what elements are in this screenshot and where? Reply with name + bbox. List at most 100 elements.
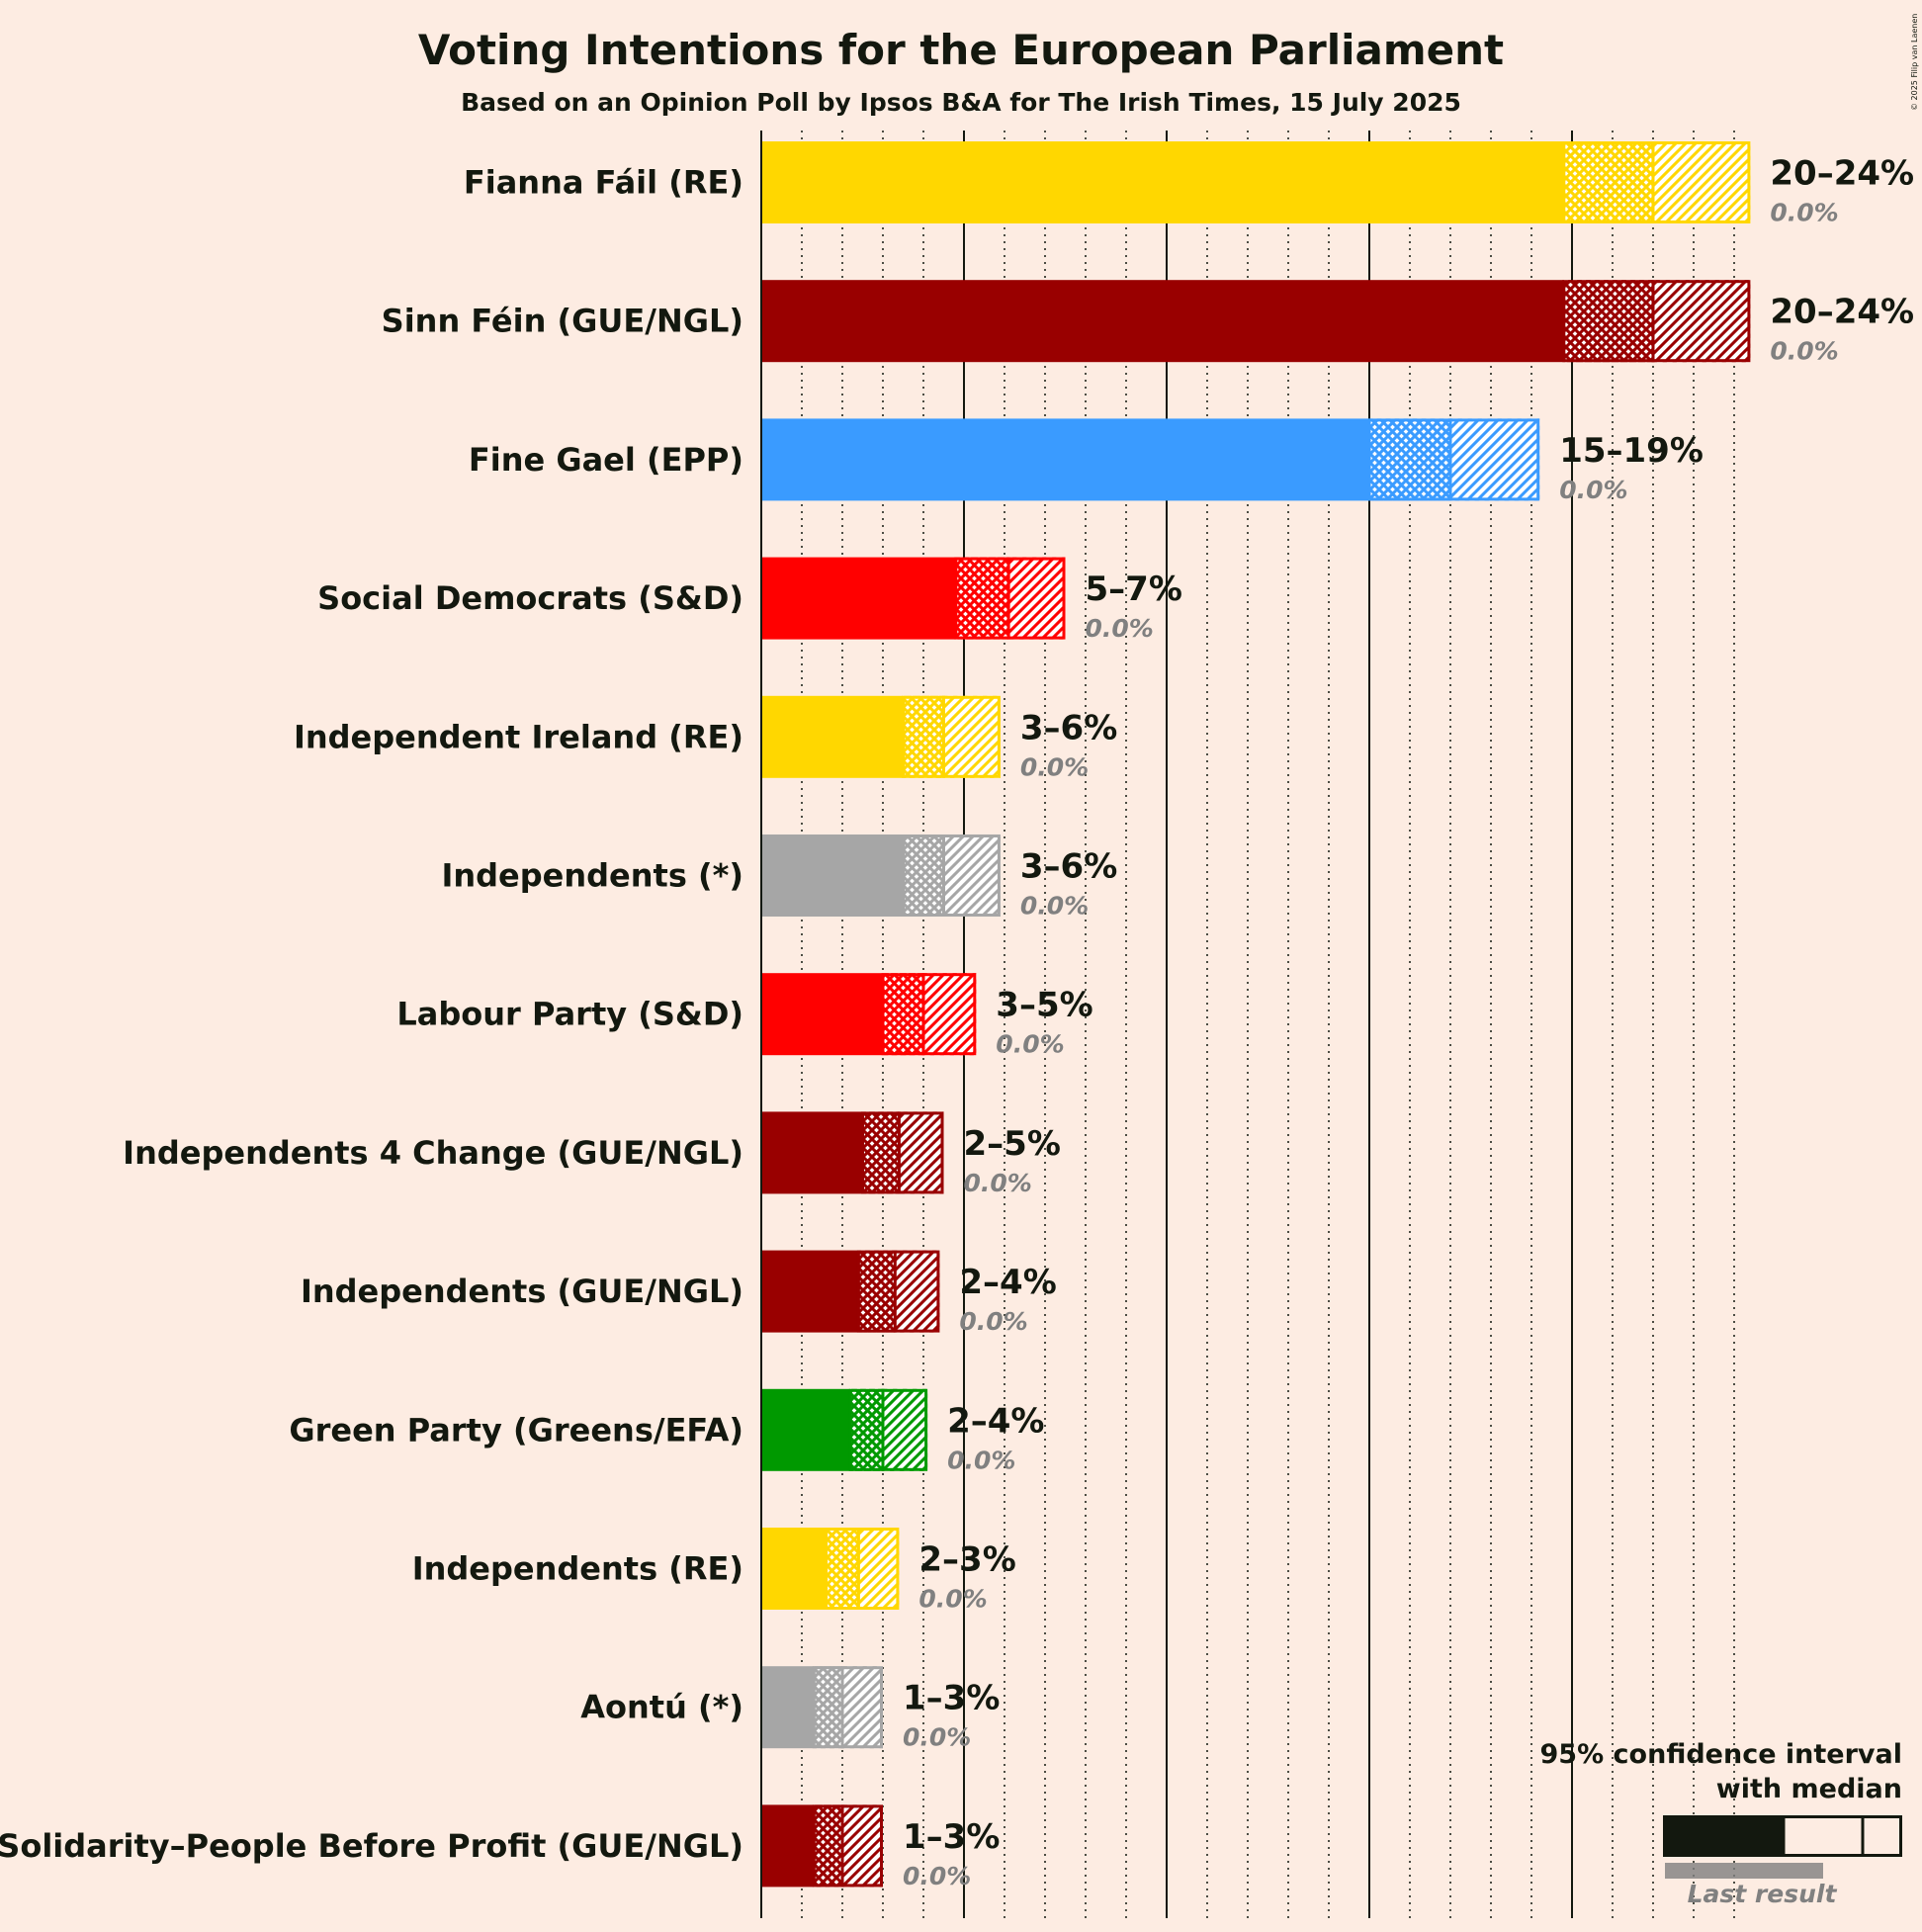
bar-solid: [761, 280, 1564, 363]
party-name: Labour Party (S&D): [396, 996, 743, 1033]
party-name: Green Party (Greens/EFA): [289, 1411, 743, 1449]
copyright-notice: © 2025 Filip van Laenen: [1910, 14, 1919, 111]
last-result-label: 0.0%: [1559, 476, 1627, 504]
bar-ci-outline: [848, 1388, 928, 1471]
range-label: 1–3%: [903, 1817, 1000, 1857]
last-result-label: 0.0%: [1770, 199, 1838, 227]
bar-ci-upper: [899, 1111, 944, 1194]
party-row: Fine Gael (EPP) 15–19% 0.0%: [469, 418, 1704, 504]
bar-ci-outline: [812, 1804, 883, 1888]
bar-ci-outline: [902, 834, 1001, 917]
bar-ci-upper: [1653, 141, 1751, 223]
bar-ci-upper: [943, 695, 1001, 778]
party-name: Independent Ireland (RE): [294, 718, 743, 755]
legend-swatch: [1663, 1815, 1902, 1879]
party-row: Sinn Féin (GUE/NGL) 20–24% 0.0%: [382, 280, 1914, 366]
party-name: Independents 4 Change (GUE/NGL): [123, 1134, 743, 1172]
bar-solid: [761, 1250, 859, 1333]
legend-ci-lower: [1784, 1815, 1863, 1857]
party-name: Independents (*): [441, 857, 743, 895]
range-label: 1–3%: [903, 1679, 1000, 1718]
last-result-label: 0.0%: [903, 1862, 971, 1890]
legend-line-2: with median: [1716, 1774, 1902, 1804]
legend: 95% confidence interval with median Last…: [1540, 1739, 1902, 1908]
bar-ci-upper: [1653, 280, 1751, 363]
legend-line-1: 95% confidence interval: [1540, 1739, 1902, 1770]
bar-solid: [761, 834, 904, 917]
bar-solid: [761, 1388, 851, 1471]
party-row: Labour Party (S&D) 3–5% 0.0%: [396, 973, 1093, 1059]
bar-solid: [761, 557, 956, 640]
last-result-label: 0.0%: [1770, 337, 1838, 366]
party-row: Independents 4 Change (GUE/NGL) 2–5% 0.0%: [123, 1111, 1061, 1197]
bar-ci-outline: [1562, 280, 1751, 363]
party-name: Solidarity–People Before Profit (GUE/NGL…: [0, 1827, 743, 1865]
bar-ci-upper: [842, 1804, 883, 1888]
range-label: 3–6%: [1020, 847, 1117, 887]
bar-ci-lower: [858, 1250, 896, 1333]
range-label: 2–4%: [947, 1401, 1044, 1441]
bar-solid: [761, 695, 904, 778]
bar-ci-lower: [903, 834, 944, 917]
party-row: Independents (GUE/NGL) 2–4% 0.0%: [301, 1250, 1057, 1336]
party-name: Fianna Fáil (RE): [464, 164, 743, 202]
bar-ci-lower: [850, 1388, 883, 1471]
party-row: Aontú (*) 1–3% 0.0%: [580, 1666, 1000, 1752]
legend-last-result: Last result: [1688, 1880, 1838, 1908]
bar-ci-upper: [883, 1388, 928, 1471]
bar-ci-lower: [883, 973, 923, 1056]
last-result-label: 0.0%: [964, 1169, 1032, 1197]
range-label: 2–5%: [964, 1124, 1061, 1164]
bar-ci-lower: [1563, 141, 1653, 223]
party-name: Fine Gael (EPP): [469, 441, 743, 479]
bar-ci-lower: [814, 1804, 842, 1888]
bar-solid: [761, 418, 1369, 501]
party-name: Aontú (*): [580, 1689, 743, 1726]
party-name: Sinn Féin (GUE/NGL): [382, 303, 743, 340]
last-result-label: 0.0%: [947, 1446, 1015, 1474]
range-label: 20–24%: [1770, 293, 1914, 332]
bar-ci-upper: [923, 973, 977, 1056]
bar-ci-outline: [856, 1250, 940, 1333]
last-result-label: 0.0%: [918, 1585, 987, 1614]
range-label: 3–6%: [1020, 708, 1117, 747]
bar-ci-lower: [826, 1528, 859, 1610]
bar-ci-outline: [902, 695, 1001, 778]
party-row: Independents (RE) 2–3% 0.0%: [412, 1528, 1016, 1614]
bar-ci-lower: [862, 1111, 900, 1194]
party-row: Green Party (Greens/EFA) 2–4% 0.0%: [289, 1388, 1044, 1474]
bar-ci-outline: [825, 1528, 900, 1610]
bar-ci-upper: [895, 1250, 940, 1333]
range-label: 2–4%: [959, 1263, 1056, 1302]
bar-ci-upper: [1008, 557, 1066, 640]
bar-ci-upper: [842, 1666, 883, 1749]
bars: Fianna Fáil (RE) 20–24%0.0%Sinn Féin (GUE…: [0, 141, 1914, 1890]
bar-ci-upper: [943, 834, 1001, 917]
party-row: Independent Ireland (RE) 3–6% 0.0%: [294, 695, 1117, 781]
range-label: 3–5%: [996, 986, 1092, 1025]
bar-solid: [761, 1666, 815, 1749]
bar-solid: [761, 1111, 863, 1194]
party-row: Solidarity–People Before Profit (GUE/NGL…: [0, 1804, 1000, 1890]
bar-solid: [761, 1528, 827, 1610]
bar-ci-upper: [858, 1528, 900, 1610]
last-result-label: 0.0%: [1020, 752, 1089, 781]
range-label: 5–7%: [1086, 570, 1182, 609]
bar-ci-lower: [955, 557, 1009, 640]
legend-ci-upper: [1863, 1815, 1902, 1857]
party-row: Independents (*) 3–6% 0.0%: [441, 834, 1117, 921]
bar-solid: [761, 973, 883, 1056]
bar-ci-outline: [861, 1111, 944, 1194]
bar-ci-outline: [1367, 418, 1540, 501]
range-label: 15–19%: [1559, 431, 1704, 471]
party-name: Independents (RE): [412, 1550, 743, 1588]
chart-title: Voting Intentions for the European Parli…: [418, 26, 1504, 74]
last-result-label: 0.0%: [1020, 892, 1089, 921]
last-result-label: 0.0%: [959, 1307, 1027, 1336]
bar-ci-upper: [1450, 418, 1540, 501]
bar-ci-lower: [903, 695, 944, 778]
party-name: Independents (GUE/NGL): [301, 1273, 743, 1310]
legend-last-bar: [1665, 1863, 1823, 1879]
last-result-label: 0.0%: [1086, 614, 1154, 643]
